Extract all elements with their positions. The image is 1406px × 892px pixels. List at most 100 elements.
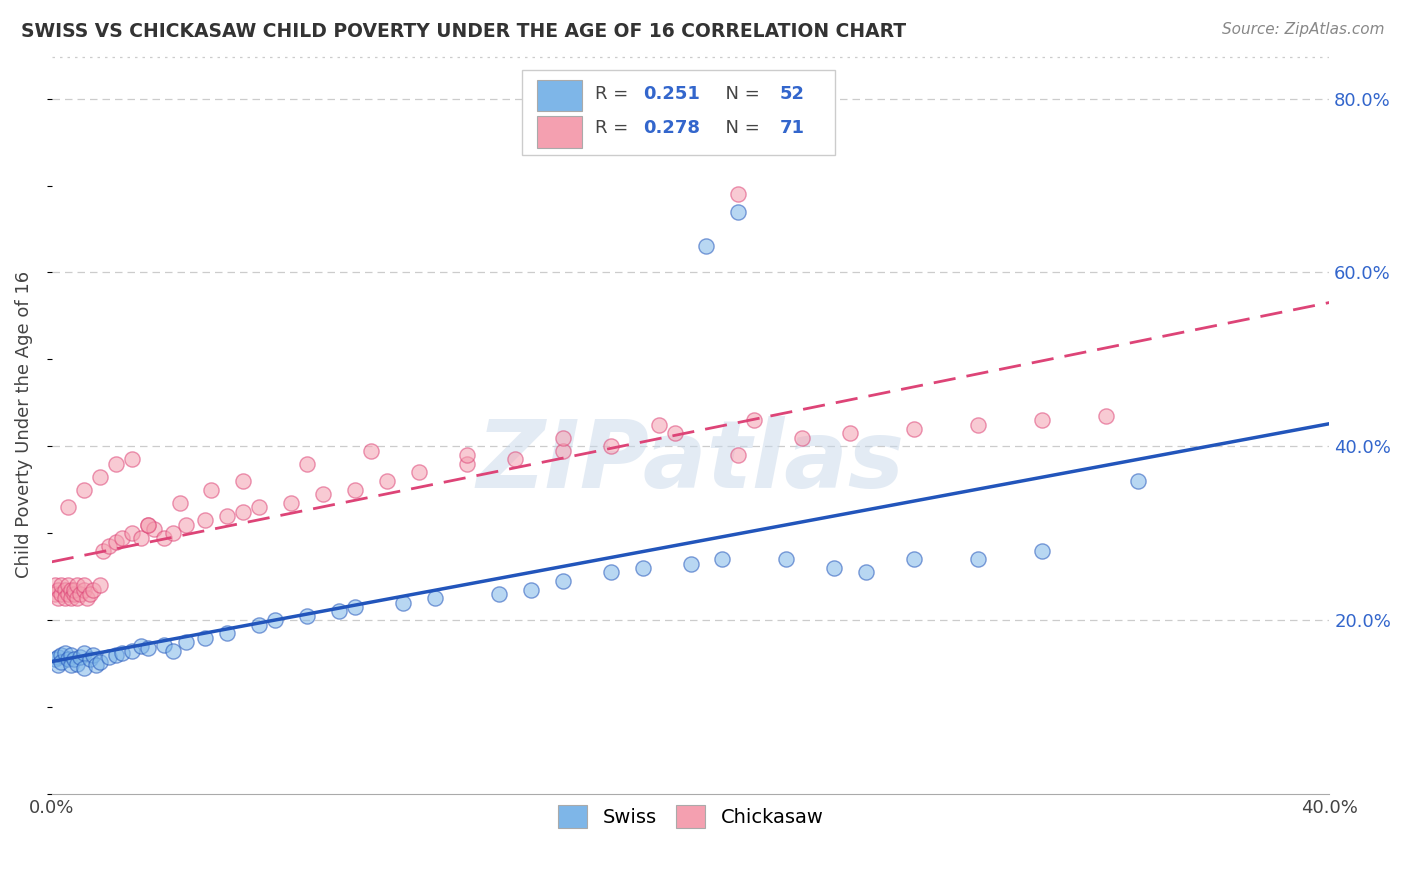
Point	[51, 655, 73, 669]
Legend: Swiss, Chickasaw: Swiss, Chickasaw	[550, 797, 831, 836]
Point	[91, 543, 114, 558]
Point	[855, 566, 877, 580]
Point	[247, 500, 270, 515]
Point	[423, 591, 446, 606]
Point	[46, 591, 69, 606]
Point	[136, 517, 159, 532]
Point	[66, 591, 89, 606]
Point	[297, 457, 319, 471]
Point	[73, 661, 96, 675]
Point	[232, 504, 254, 518]
Point	[111, 531, 134, 545]
Point	[44, 587, 66, 601]
Point	[217, 626, 239, 640]
Point	[217, 508, 239, 523]
Point	[194, 631, 217, 645]
Point	[360, 443, 382, 458]
Point	[44, 578, 66, 592]
Point	[86, 658, 108, 673]
Point	[51, 578, 73, 592]
FancyBboxPatch shape	[522, 70, 835, 155]
Point	[53, 582, 76, 597]
Point	[121, 526, 143, 541]
FancyBboxPatch shape	[537, 117, 582, 147]
Text: ZIPatlas: ZIPatlas	[477, 416, 904, 508]
Point	[297, 608, 319, 623]
Point	[63, 587, 86, 601]
Point	[98, 539, 121, 553]
Point	[232, 474, 254, 488]
Point	[727, 187, 749, 202]
Point	[46, 649, 69, 664]
Point	[967, 417, 990, 432]
Point	[59, 591, 82, 606]
FancyBboxPatch shape	[537, 79, 582, 111]
Point	[89, 469, 111, 483]
Y-axis label: Child Poverty Under the Age of 16: Child Poverty Under the Age of 16	[15, 271, 32, 578]
Point	[121, 643, 143, 657]
Point	[1126, 474, 1149, 488]
Point	[488, 587, 510, 601]
Point	[44, 652, 66, 666]
Point	[53, 646, 76, 660]
Point	[56, 578, 79, 592]
Point	[174, 517, 197, 532]
Text: SWISS VS CHICKASAW CHILD POVERTY UNDER THE AGE OF 16 CORRELATION CHART: SWISS VS CHICKASAW CHILD POVERTY UNDER T…	[21, 22, 907, 41]
Text: N =: N =	[713, 85, 765, 103]
Point	[59, 582, 82, 597]
Point	[121, 452, 143, 467]
Point	[631, 561, 654, 575]
Point	[79, 587, 101, 601]
Point	[136, 517, 159, 532]
Point	[73, 582, 96, 597]
Point	[63, 582, 86, 597]
Point	[647, 417, 669, 432]
Point	[328, 605, 350, 619]
Point	[664, 426, 686, 441]
Point	[280, 496, 302, 510]
Point	[903, 422, 925, 436]
Point	[152, 638, 174, 652]
Point	[66, 578, 89, 592]
Point	[82, 648, 104, 662]
Point	[162, 526, 184, 541]
Point	[76, 591, 98, 606]
Text: 52: 52	[780, 85, 804, 103]
Point	[503, 452, 526, 467]
Point	[111, 646, 134, 660]
Point	[51, 648, 73, 662]
Point	[551, 431, 574, 445]
Point	[129, 531, 152, 545]
Point	[551, 443, 574, 458]
Point	[264, 613, 287, 627]
Point	[408, 466, 430, 480]
Point	[679, 557, 702, 571]
Point	[1031, 543, 1053, 558]
Point	[162, 643, 184, 657]
Point	[73, 646, 96, 660]
Point	[53, 591, 76, 606]
Point	[46, 582, 69, 597]
Text: R =: R =	[595, 120, 634, 137]
Point	[152, 531, 174, 545]
Point	[169, 496, 191, 510]
Point	[456, 448, 478, 462]
Point	[63, 652, 86, 666]
Point	[711, 552, 734, 566]
Point	[51, 587, 73, 601]
Point	[46, 658, 69, 673]
Text: Source: ZipAtlas.com: Source: ZipAtlas.com	[1222, 22, 1385, 37]
Point	[599, 439, 621, 453]
Point	[56, 587, 79, 601]
Point	[104, 535, 127, 549]
Point	[375, 474, 398, 488]
Point	[69, 587, 91, 601]
Point	[56, 652, 79, 666]
Text: 71: 71	[780, 120, 804, 137]
Point	[392, 596, 415, 610]
Point	[56, 500, 79, 515]
Text: 0.251: 0.251	[643, 85, 700, 103]
Point	[823, 561, 845, 575]
Point	[104, 648, 127, 662]
Point	[727, 204, 749, 219]
